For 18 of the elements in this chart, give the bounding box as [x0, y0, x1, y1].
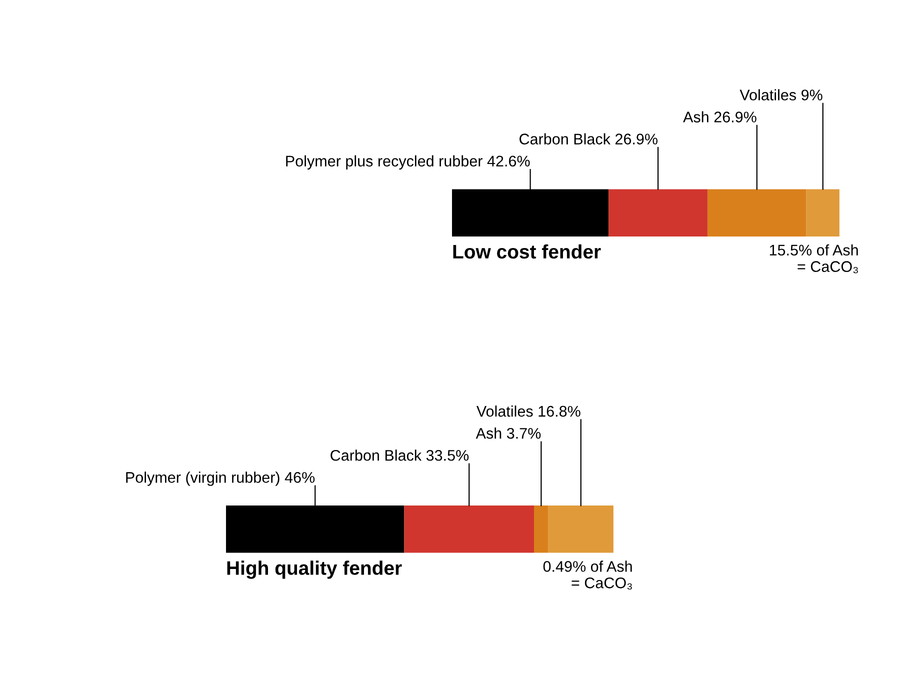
text: 15.5% of Ash = CaCO₃	[770, 244, 858, 274]
text: 0.49% of Ash = CaCO₃	[543, 560, 632, 590]
bar	[707, 189, 806, 236]
data-label: Carbon Black 33.5%	[330, 450, 469, 461]
bar	[608, 189, 708, 236]
data-label: Ash 26.9%	[683, 111, 756, 122]
text: High quality fender	[227, 560, 402, 579]
text: Low cost fender	[453, 244, 601, 259]
data-label: Volatiles 16.8%	[476, 406, 580, 417]
bar	[548, 506, 614, 553]
data-label: Carbon Black 26.9%	[520, 133, 658, 144]
data-label: Ash 3.7%	[476, 428, 541, 439]
data-label: Polymer plus recycled rubber 42.6%	[286, 155, 530, 170]
bar	[806, 189, 840, 236]
data-label: Polymer (virgin rubber) 46%	[126, 472, 315, 486]
bar	[534, 506, 548, 553]
bar	[404, 506, 534, 553]
data-label: Volatiles 9%	[740, 89, 822, 100]
